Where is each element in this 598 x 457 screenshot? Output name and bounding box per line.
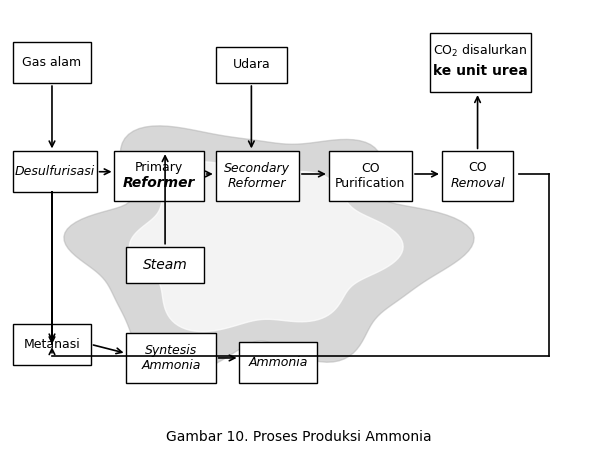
FancyBboxPatch shape: [13, 324, 91, 365]
FancyBboxPatch shape: [239, 342, 317, 383]
Polygon shape: [64, 126, 474, 375]
Text: Desulfurisasi: Desulfurisasi: [15, 165, 95, 178]
FancyBboxPatch shape: [216, 151, 299, 201]
Text: CO$_2$ disalurkan: CO$_2$ disalurkan: [434, 43, 528, 59]
Text: Metanasi: Metanasi: [23, 338, 80, 351]
Text: Udara: Udara: [233, 58, 270, 71]
Text: Gambar 10. Proses Produksi Ammonia: Gambar 10. Proses Produksi Ammonia: [166, 430, 432, 445]
FancyBboxPatch shape: [126, 333, 216, 383]
Text: Syntesis
Ammonia: Syntesis Ammonia: [141, 344, 201, 372]
FancyBboxPatch shape: [13, 151, 97, 192]
FancyBboxPatch shape: [126, 247, 204, 283]
Text: Primary: Primary: [135, 161, 183, 174]
Text: Reformer: Reformer: [123, 176, 196, 190]
Text: Steam: Steam: [143, 258, 187, 272]
FancyBboxPatch shape: [114, 151, 204, 201]
FancyBboxPatch shape: [216, 47, 287, 83]
Text: Ammonia: Ammonia: [249, 356, 308, 369]
Text: ke unit urea: ke unit urea: [433, 64, 528, 78]
Text: CO: CO: [468, 161, 487, 174]
FancyBboxPatch shape: [442, 151, 513, 201]
Text: Secondary
Reformer: Secondary Reformer: [224, 162, 291, 190]
Polygon shape: [129, 162, 403, 331]
Text: CO
Purification: CO Purification: [335, 162, 405, 190]
FancyBboxPatch shape: [13, 42, 91, 83]
Text: Gas alam: Gas alam: [22, 56, 81, 69]
FancyBboxPatch shape: [329, 151, 412, 201]
FancyBboxPatch shape: [430, 33, 531, 92]
Text: Removal: Removal: [450, 176, 505, 190]
